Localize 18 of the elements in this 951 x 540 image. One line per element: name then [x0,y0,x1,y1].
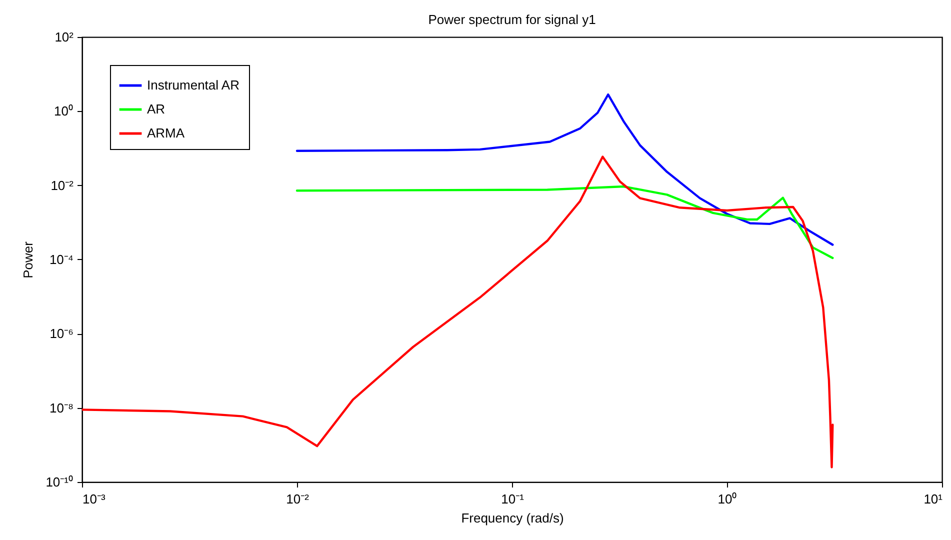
y-tick-label: 10⁻⁶ [50,326,74,342]
y-tick-label: 10⁻⁸ [50,400,74,416]
x-axis-title: Frequency (rad/s) [461,510,564,526]
x-tick-label: 10¹ [924,492,944,506]
x-tick-label: 10⁻³ [82,492,106,506]
chart-title: Power spectrum for signal y1 [428,12,596,27]
legend-label: AR [147,102,166,116]
y-tick-label: 10⁰ [54,104,74,119]
x-tick-label: 10⁻² [286,492,310,506]
y-tick-label: 10⁻² [50,178,74,193]
legend-label: Instrumental AR [147,78,240,92]
legend-label: ARMA [147,126,185,140]
y-tick-label: 10⁻¹⁰ [46,474,74,490]
y-tick-label: 10⁻⁴ [49,252,74,267]
y-tick-label: 10² [54,30,74,44]
y-axis-title: Power [20,240,36,278]
x-tick-label: 10⁰ [718,492,738,506]
x-tick-label: 10⁻¹ [501,492,525,506]
